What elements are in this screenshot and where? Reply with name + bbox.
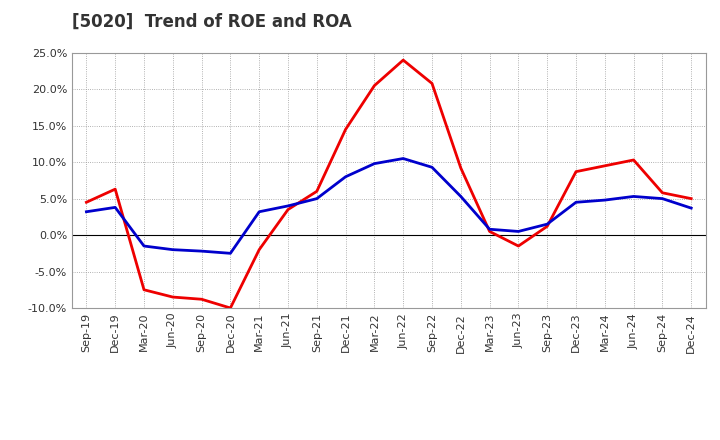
ROE (255, 247, 264, 252)
Line: ROA: ROA (86, 158, 691, 253)
ROE (312, 189, 321, 194)
ROA (572, 200, 580, 205)
ROA (399, 156, 408, 161)
ROE (341, 127, 350, 132)
ROE (687, 196, 696, 201)
ROE (514, 243, 523, 249)
ROE (485, 229, 494, 234)
ROE (658, 190, 667, 195)
ROA (341, 174, 350, 180)
ROE (284, 207, 292, 212)
ROA (197, 249, 206, 254)
ROA (485, 227, 494, 232)
ROA (82, 209, 91, 214)
ROA (312, 196, 321, 201)
ROE (399, 58, 408, 63)
ROE (82, 200, 91, 205)
ROA (226, 251, 235, 256)
ROE (428, 81, 436, 86)
ROA (255, 209, 264, 214)
ROA (658, 196, 667, 201)
ROE (600, 163, 609, 169)
ROE (370, 83, 379, 88)
ROA (140, 243, 148, 249)
ROA (600, 198, 609, 203)
ROE (111, 187, 120, 192)
ROE (456, 165, 465, 171)
ROE (572, 169, 580, 174)
ROA (168, 247, 177, 252)
ROA (111, 205, 120, 210)
ROA (629, 194, 638, 199)
ROA (428, 165, 436, 170)
ROE (629, 158, 638, 163)
ROA (687, 205, 696, 211)
ROA (543, 221, 552, 227)
ROE (197, 297, 206, 302)
ROE (226, 305, 235, 311)
Text: [5020]  Trend of ROE and ROA: [5020] Trend of ROE and ROA (72, 13, 352, 31)
Line: ROE: ROE (86, 60, 691, 308)
ROE (168, 294, 177, 300)
ROA (514, 229, 523, 234)
ROE (543, 224, 552, 229)
ROA (456, 194, 465, 199)
ROA (370, 161, 379, 166)
ROA (284, 203, 292, 209)
ROE (140, 287, 148, 293)
